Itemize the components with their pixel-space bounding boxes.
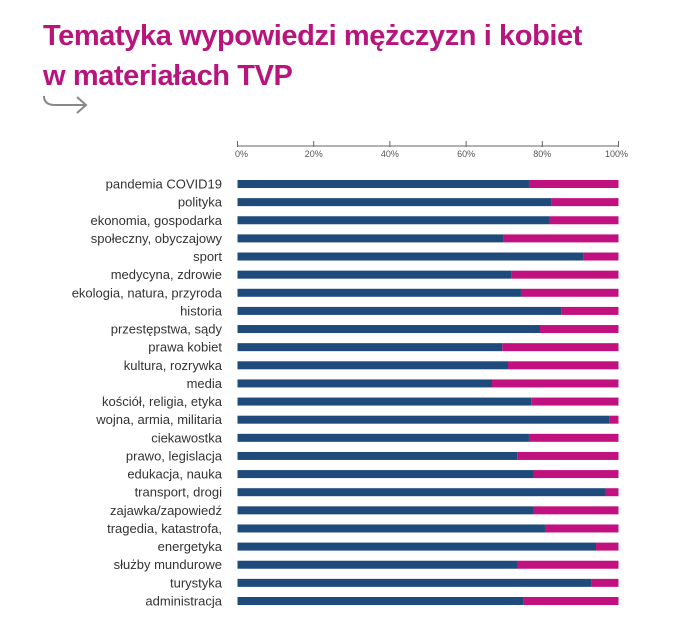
bar-segment-series-1 xyxy=(237,343,503,352)
category-label: zajawka/zapowiedź xyxy=(110,503,222,518)
bar-segment-series-2 xyxy=(531,397,619,406)
bar-segment-series-1 xyxy=(237,306,562,315)
category-label: transport, drogi xyxy=(135,485,223,500)
bar-segment-series-1 xyxy=(237,252,584,261)
bar-segment-series-1 xyxy=(237,234,504,243)
category-label: edukacja, nauka xyxy=(127,467,222,482)
x-tick-label: 100% xyxy=(605,149,628,159)
bar-segment-series-1 xyxy=(237,361,509,370)
title-line-1: Tematyka wypowiedzi mężczyzn i kobiet xyxy=(43,20,583,52)
bar-segment-series-2 xyxy=(609,415,619,424)
bar-segment-series-2 xyxy=(533,506,619,515)
category-label: polityka xyxy=(178,195,223,210)
bar-segment-series-1 xyxy=(237,288,521,297)
bar-segment-series-1 xyxy=(237,216,550,225)
bar-segment-series-2 xyxy=(528,433,619,442)
category-label: przestępstwa, sądy xyxy=(111,322,223,337)
bar-segment-series-2 xyxy=(605,488,619,497)
bar-segment-series-1 xyxy=(237,596,524,605)
category-label: sport xyxy=(193,249,222,264)
bar-segment-series-1 xyxy=(237,180,529,188)
bar-segment-series-1 xyxy=(237,451,518,460)
category-label: tragedia, katastrofa, xyxy=(107,521,222,536)
hooked-arrow-right-icon xyxy=(43,95,88,114)
bar-segment-series-2 xyxy=(544,524,619,533)
bar-segment-series-2 xyxy=(533,470,619,479)
bar-segment-series-2 xyxy=(502,343,619,352)
chart-title: Tematyka wypowiedzi mężczyzn i kobiet w … xyxy=(43,16,582,96)
category-label: energetyka xyxy=(158,539,223,554)
x-tick-label: 40% xyxy=(381,149,399,159)
bar-segment-series-1 xyxy=(237,198,552,207)
category-label: pandemia COVID19 xyxy=(106,177,222,192)
bar-segment-series-1 xyxy=(237,524,545,533)
bar-segment-series-1 xyxy=(237,270,512,279)
bar-segment-series-2 xyxy=(549,216,619,225)
bar-segment-series-2 xyxy=(508,361,619,370)
category-label: społeczny, obyczajowy xyxy=(91,231,223,246)
bar-segment-series-2 xyxy=(551,198,619,207)
bar-segment-series-2 xyxy=(517,451,619,460)
category-label: kultura, rozrywka xyxy=(124,358,223,373)
category-label: administracja xyxy=(145,593,222,608)
bar-segment-series-1 xyxy=(237,433,529,442)
bar-segment-series-1 xyxy=(237,379,493,388)
bar-segment-series-1 xyxy=(237,325,541,334)
x-tick-label: 20% xyxy=(305,149,323,159)
category-label: turystyka xyxy=(170,575,223,590)
bar-segment-series-1 xyxy=(237,578,592,587)
bar-segment-series-1 xyxy=(237,506,534,515)
bar-segment-series-1 xyxy=(237,397,532,406)
category-label: prawo, legislacja xyxy=(126,448,223,463)
bar-segment-series-1 xyxy=(237,488,606,497)
category-label: prawa kobiet xyxy=(148,340,222,355)
bar-segment-series-2 xyxy=(511,270,619,279)
bar-segment-series-2 xyxy=(583,252,619,261)
bar-segment-series-1 xyxy=(237,542,597,551)
title-line-2: w materiałach TVP xyxy=(43,60,293,92)
category-label: wojna, armia, militaria xyxy=(95,412,222,427)
bar-segment-series-2 xyxy=(540,325,619,334)
bar-segment-series-2 xyxy=(596,542,619,551)
category-label: kościół, religia, etyka xyxy=(102,394,223,409)
category-label: ekologia, natura, przyroda xyxy=(72,285,223,300)
bar-segment-series-2 xyxy=(528,180,619,188)
bar-segment-series-1 xyxy=(237,415,610,424)
category-label: historia xyxy=(180,303,223,318)
bar-segment-series-2 xyxy=(517,560,619,569)
bar-segment-series-1 xyxy=(237,470,534,479)
category-label: media xyxy=(187,376,223,391)
bar-segment-series-2 xyxy=(561,306,619,315)
bar-segment-series-2 xyxy=(492,379,619,388)
bar-segment-series-2 xyxy=(523,596,619,605)
bar-segment-series-2 xyxy=(503,234,619,243)
category-label: ekonomia, gospodarka xyxy=(90,213,222,228)
category-label: służby mundurowe xyxy=(114,557,222,572)
x-tick-label: 0% xyxy=(235,149,248,159)
bar-segment-series-1 xyxy=(237,560,518,569)
bar-segment-series-2 xyxy=(591,578,619,587)
bar-segment-series-2 xyxy=(520,288,619,297)
category-label: ciekawostka xyxy=(151,430,223,445)
x-tick-label: 80% xyxy=(533,149,551,159)
x-tick-label: 60% xyxy=(457,149,475,159)
category-label: medycyna, zdrowie xyxy=(111,267,222,282)
